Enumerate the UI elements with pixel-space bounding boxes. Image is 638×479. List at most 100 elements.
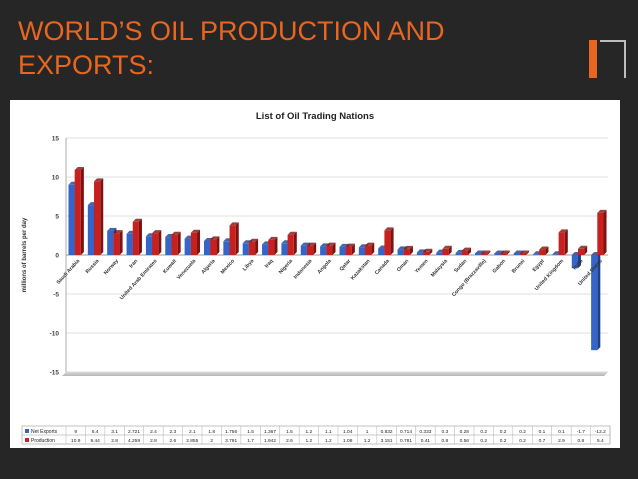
bar-side — [332, 242, 336, 255]
table-cell: 0.832 — [381, 429, 393, 435]
bar-side — [584, 245, 588, 255]
bar-production — [345, 246, 352, 255]
table-cell: -12.2 — [595, 429, 606, 435]
bar-side — [100, 178, 104, 255]
bar-side — [429, 248, 433, 255]
bar-side — [313, 242, 317, 255]
bar-side — [487, 250, 491, 255]
bar-net-exports — [552, 254, 559, 256]
bar-net-exports — [300, 245, 307, 255]
bar-top — [74, 166, 84, 170]
table-cell: 0.7 — [539, 438, 546, 444]
table-cell: 2.3 — [170, 429, 177, 435]
bar-top — [94, 178, 104, 182]
table-cell: 0.2 — [500, 438, 507, 444]
bar-top — [345, 243, 355, 247]
table-cell: 0.2 — [519, 438, 526, 444]
bar-net-exports — [416, 252, 424, 255]
bar-net-exports — [145, 236, 153, 255]
bar-production — [248, 241, 256, 255]
table-cell: 1.367 — [264, 429, 276, 435]
table-cell: 6.4 — [92, 429, 99, 435]
bar-side — [138, 218, 142, 255]
bar-top — [190, 229, 201, 233]
bar-net-exports — [455, 252, 462, 255]
bar-net-exports — [378, 248, 385, 255]
bar-net-exports — [533, 254, 540, 256]
bar-side — [409, 245, 413, 255]
table-cell: 1.5 — [247, 429, 254, 435]
bar-production — [461, 250, 469, 255]
bar-net-exports — [513, 253, 520, 255]
bar-top — [474, 250, 485, 254]
bar-side — [351, 243, 355, 255]
bar-production — [132, 221, 139, 255]
table-cell: 0.56 — [460, 438, 470, 444]
bar-side — [564, 229, 568, 255]
bar-net-exports — [203, 240, 211, 255]
bar-production — [229, 225, 236, 255]
bar-top — [268, 236, 278, 240]
bar-side — [216, 236, 220, 255]
table-cell: 0.2 — [480, 429, 487, 435]
bar-side — [371, 242, 375, 255]
chart-floor — [62, 372, 608, 376]
table-cell: 4.259 — [128, 438, 140, 444]
bar-production — [519, 253, 527, 255]
decorative-accent-bar — [589, 40, 597, 78]
table-cell: 2.8 — [111, 438, 118, 444]
bar-production — [597, 212, 604, 255]
table-cell: 2.721 — [128, 429, 140, 435]
table-cell: 1.7 — [247, 438, 254, 444]
table-cell: 2.4 — [150, 429, 157, 435]
table-cell: 0.8 — [578, 438, 585, 444]
bar-top — [597, 209, 607, 213]
bar-top — [384, 227, 394, 231]
y-tick-label: -10 — [50, 331, 60, 338]
bar-side — [468, 247, 472, 255]
table-cell: 0.2 — [519, 429, 526, 435]
table-cell: 2.855 — [186, 438, 198, 444]
table-cell: 9 — [74, 429, 77, 435]
bar-top — [513, 250, 523, 254]
bar-net-exports — [184, 238, 191, 255]
y-tick-label: 10 — [52, 175, 60, 182]
table-cell: 5.4 — [597, 438, 604, 444]
y-tick-label: 0 — [55, 253, 59, 260]
table-cell: 0.2 — [500, 429, 507, 435]
bar-production — [365, 245, 372, 255]
bar-net-exports — [397, 249, 404, 255]
bar-top — [558, 229, 568, 233]
table-cell: 2.6 — [170, 438, 177, 444]
x-category-label: Iran — [128, 258, 139, 269]
table-cell: 1.04 — [343, 429, 353, 435]
table-cell: 0.333 — [419, 429, 431, 435]
slide-title: WORLD’S OIL PRODUCTION AND EXPORTS: — [18, 14, 558, 82]
bar-production — [403, 248, 410, 255]
bar-side — [158, 230, 162, 255]
chart-title: List of Oil Trading Nations — [256, 111, 374, 122]
table-cell: 1.2 — [325, 438, 332, 444]
bar-production — [384, 230, 391, 255]
bar-net-exports — [436, 252, 443, 255]
bar-top — [519, 250, 530, 254]
table-cell: 10.9 — [71, 438, 81, 444]
bar-net-exports — [126, 233, 133, 255]
table-cell: 0.41 — [421, 438, 431, 444]
bar-top — [442, 245, 452, 249]
bar-side — [577, 252, 581, 269]
bar-production — [94, 181, 101, 255]
table-cell: 0.3 — [442, 429, 449, 435]
bar-net-exports — [262, 244, 269, 255]
bar-top — [229, 222, 239, 226]
bar-side — [177, 231, 181, 255]
bar-production — [306, 245, 314, 255]
table-cell: 2.9 — [558, 438, 565, 444]
y-tick-label: -15 — [50, 370, 60, 377]
bar-net-exports — [494, 253, 501, 255]
table-cell: 1.8 — [208, 429, 215, 435]
table-cell: 1.2 — [364, 438, 371, 444]
bar-top — [132, 218, 142, 222]
bar-top — [113, 230, 123, 234]
